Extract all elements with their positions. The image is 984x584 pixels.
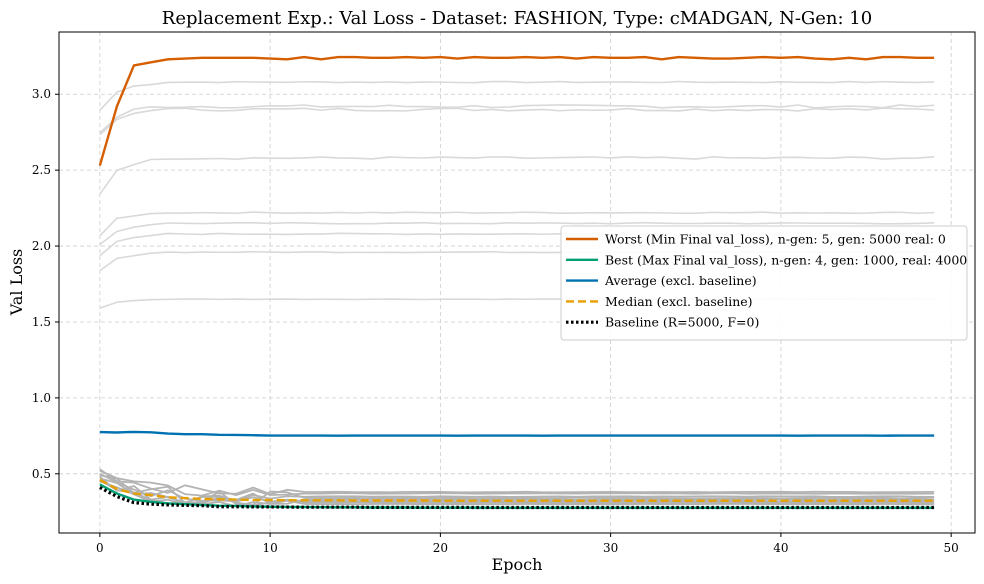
y-axis: 0.5 1.0 1.5 2.0 2.5 3.0 — [32, 87, 59, 481]
background-run-line — [99, 107, 935, 136]
legend-entry-label: Baseline (R=5000, F=0) — [605, 315, 759, 330]
background-run-line — [99, 476, 935, 505]
legend-entry-label: Average (excl. baseline) — [604, 273, 757, 288]
y-tick-label: 3.0 — [32, 87, 51, 101]
x-tick-label: 40 — [773, 541, 788, 555]
legend-entry-label: Median (excl. baseline) — [605, 294, 753, 309]
legend-box — [560, 225, 968, 341]
x-tick-label: 10 — [262, 541, 277, 555]
plot-frame — [58, 31, 976, 534]
y-tick-label: 2.0 — [32, 239, 51, 253]
x-tick-label: 30 — [603, 541, 618, 555]
background-run-line — [99, 479, 935, 507]
legend-entry-label: Worst (Min Final val_loss), n-gen: 5, ge… — [605, 232, 946, 247]
background-run-line — [99, 211, 935, 237]
x-axis: 0 10 20 30 40 50 — [96, 533, 959, 555]
background-run-line — [99, 156, 935, 195]
series-line-median — [99, 478, 935, 502]
legend-entry-label: Best (Max Final val_loss), n-gen: 4, gen… — [605, 252, 967, 267]
background-run-line — [99, 469, 935, 497]
background-run-line — [99, 468, 935, 496]
x-axis-label: Epoch — [492, 555, 543, 574]
background-run-line — [99, 474, 935, 506]
series-lines — [98, 55, 935, 510]
series-line-worst — [98, 55, 935, 166]
legend: Worst (Min Final val_loss), n-gen: 5, ge… — [560, 225, 968, 341]
x-tick-label: 20 — [433, 541, 448, 555]
x-tick-label: 0 — [96, 541, 104, 555]
series-line-average — [99, 430, 935, 437]
y-tick-label: 1.5 — [32, 315, 51, 329]
chart-title: Replacement Exp.: Val Loss - Dataset: FA… — [162, 8, 872, 29]
background-run-line — [99, 104, 935, 134]
background-run-line — [99, 221, 935, 246]
y-tick-label: 1.0 — [32, 391, 51, 405]
series-line-baseline — [99, 486, 935, 510]
y-axis-label: Val Loss — [7, 249, 26, 317]
background-run-line — [99, 80, 935, 111]
y-tick-label: 0.5 — [32, 467, 51, 481]
x-tick-label: 50 — [944, 541, 959, 555]
y-tick-label: 2.5 — [32, 163, 51, 177]
